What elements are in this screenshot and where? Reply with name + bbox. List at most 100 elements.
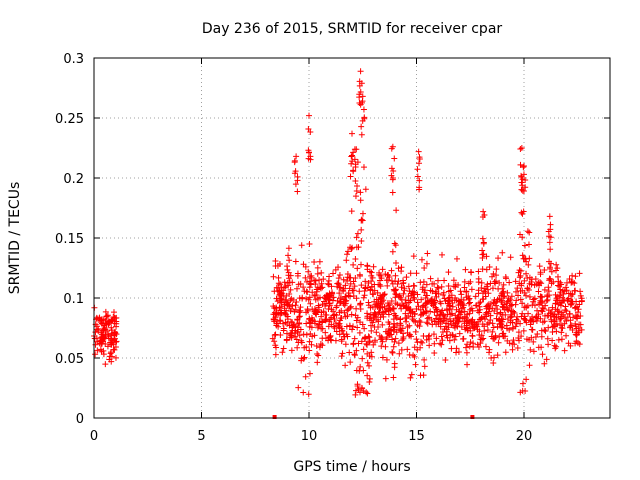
data-point bbox=[449, 332, 456, 339]
data-point bbox=[472, 293, 479, 300]
data-point bbox=[417, 372, 424, 379]
data-point bbox=[288, 347, 295, 354]
data-point bbox=[335, 280, 342, 287]
data-point bbox=[348, 160, 355, 167]
data-point bbox=[439, 337, 446, 344]
data-point bbox=[377, 294, 384, 301]
data-point bbox=[363, 389, 370, 396]
y-tick-label: 0.05 bbox=[55, 352, 84, 367]
data-point bbox=[357, 68, 364, 75]
data-point bbox=[400, 333, 407, 340]
data-point bbox=[391, 287, 398, 294]
data-point bbox=[349, 287, 356, 294]
data-point bbox=[280, 327, 287, 334]
data-point bbox=[498, 299, 505, 306]
data-point bbox=[277, 299, 284, 306]
data-point bbox=[379, 354, 386, 361]
data-point bbox=[548, 309, 555, 316]
data-point bbox=[102, 361, 109, 368]
data-point bbox=[461, 308, 468, 315]
data-point bbox=[312, 296, 319, 303]
data-point bbox=[503, 304, 510, 311]
data-point bbox=[311, 318, 318, 325]
data-point bbox=[444, 307, 451, 314]
x-tick-label: 15 bbox=[408, 429, 425, 444]
data-point bbox=[404, 329, 411, 336]
data-point bbox=[461, 284, 468, 291]
data-point bbox=[356, 288, 363, 295]
data-point bbox=[360, 106, 367, 113]
data-point bbox=[284, 316, 291, 323]
data-point bbox=[330, 294, 337, 301]
data-point bbox=[558, 322, 565, 329]
data-point bbox=[339, 287, 346, 294]
axis-ticks: 0 5 10 15 20 0 0.05 0.1 0.15 0.2 0.25 0.3 bbox=[55, 52, 610, 444]
data-point bbox=[541, 360, 548, 367]
data-point bbox=[445, 269, 452, 276]
data-point bbox=[498, 292, 505, 299]
data-point bbox=[302, 263, 309, 270]
data-point bbox=[344, 278, 351, 285]
data-point bbox=[536, 263, 543, 270]
data-point bbox=[554, 265, 561, 272]
data-point bbox=[561, 297, 568, 304]
data-point bbox=[386, 321, 393, 328]
data-point bbox=[493, 266, 500, 273]
data-point bbox=[407, 374, 414, 381]
data-point bbox=[293, 153, 300, 160]
data-point bbox=[342, 341, 349, 348]
data-point bbox=[356, 271, 363, 278]
data-point bbox=[552, 345, 559, 352]
data-point bbox=[533, 313, 540, 320]
data-point bbox=[286, 275, 293, 282]
data-point bbox=[500, 293, 507, 300]
data-point bbox=[393, 329, 400, 336]
data-point bbox=[455, 281, 462, 288]
data-point bbox=[528, 316, 535, 323]
data-point bbox=[361, 325, 368, 332]
data-point bbox=[408, 333, 415, 340]
data-point bbox=[359, 355, 366, 362]
data-point bbox=[372, 311, 379, 318]
data-point bbox=[353, 347, 360, 354]
data-point bbox=[380, 291, 387, 298]
data-point bbox=[325, 280, 331, 287]
data-point bbox=[421, 356, 428, 363]
data-point bbox=[420, 278, 427, 285]
data-point bbox=[316, 258, 323, 265]
data-point bbox=[489, 285, 496, 292]
data-point bbox=[519, 287, 526, 294]
x-tick-label: 5 bbox=[197, 429, 205, 444]
data-point bbox=[455, 318, 462, 325]
data-point bbox=[415, 303, 422, 310]
data-point bbox=[453, 349, 460, 356]
data-point bbox=[520, 164, 527, 171]
data-point bbox=[103, 313, 110, 320]
data-point bbox=[292, 181, 299, 188]
data-point bbox=[100, 322, 107, 329]
data-point bbox=[389, 349, 396, 356]
data-point bbox=[524, 228, 531, 235]
data-point bbox=[392, 291, 399, 298]
data-point bbox=[407, 290, 414, 297]
data-point bbox=[458, 323, 465, 330]
data-point bbox=[569, 279, 576, 286]
data-point bbox=[519, 310, 526, 317]
data-point bbox=[541, 327, 548, 334]
data-point bbox=[109, 317, 116, 324]
data-point bbox=[481, 313, 488, 320]
data-point bbox=[307, 273, 314, 280]
data-point bbox=[562, 303, 569, 310]
data-point bbox=[353, 188, 360, 195]
data-point bbox=[435, 319, 442, 326]
data-point bbox=[390, 167, 397, 174]
data-point bbox=[287, 331, 294, 338]
data-point bbox=[284, 300, 291, 307]
data-point bbox=[351, 351, 358, 358]
data-point bbox=[364, 310, 371, 317]
data-point bbox=[305, 268, 312, 275]
data-point bbox=[99, 340, 106, 347]
data-point bbox=[559, 325, 566, 332]
data-point bbox=[423, 319, 430, 326]
data-point bbox=[567, 342, 574, 349]
